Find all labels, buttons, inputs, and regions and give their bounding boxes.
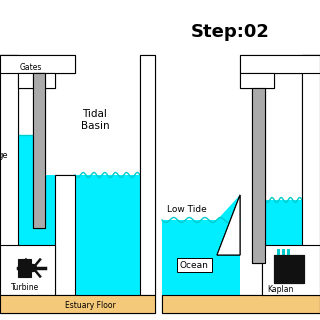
Bar [75, 175, 140, 295]
Bar [162, 295, 320, 313]
Bar [18, 245, 55, 295]
Polygon shape [217, 195, 240, 255]
Bar [33, 73, 45, 228]
Text: Ocean: Ocean [180, 260, 209, 269]
Bar [18, 73, 55, 88]
Bar [0, 55, 75, 73]
Polygon shape [162, 195, 240, 295]
Circle shape [29, 265, 36, 271]
Bar [262, 245, 320, 295]
Bar [140, 55, 155, 295]
Bar [262, 245, 302, 295]
Text: Turbine: Turbine [11, 284, 39, 292]
Bar [265, 200, 302, 295]
Circle shape [283, 263, 295, 275]
Bar [240, 73, 274, 88]
Bar [18, 135, 33, 295]
Text: Estuary Floor: Estuary Floor [65, 301, 116, 310]
Text: Gates: Gates [20, 62, 42, 71]
Bar [33, 73, 45, 228]
Bar [0, 245, 55, 295]
Bar [0, 295, 155, 313]
Bar [162, 295, 320, 313]
Text: Step:02: Step:02 [191, 23, 269, 41]
Text: ge: ge [0, 150, 9, 159]
Circle shape [283, 263, 295, 275]
Bar [0, 245, 55, 295]
Polygon shape [18, 135, 75, 295]
Bar [33, 205, 55, 235]
Bar [162, 220, 240, 295]
Bar [252, 88, 265, 263]
Bar [0, 55, 75, 73]
Text: Tidal
Basin: Tidal Basin [81, 109, 109, 131]
Bar [252, 88, 265, 263]
Text: Kaplan: Kaplan [267, 284, 293, 293]
Bar [140, 55, 155, 295]
Bar [55, 175, 75, 235]
Bar [274, 255, 304, 283]
Bar [0, 55, 18, 295]
Bar [302, 55, 320, 295]
Bar [0, 55, 18, 295]
Bar [262, 245, 320, 295]
Text: Low Tide: Low Tide [167, 205, 207, 214]
Bar [0, 295, 155, 313]
Bar [274, 255, 304, 283]
Bar [240, 55, 320, 73]
Bar [18, 73, 55, 88]
Bar [240, 73, 274, 88]
Polygon shape [217, 195, 240, 255]
Bar [55, 175, 75, 295]
Bar [240, 55, 320, 73]
Bar [302, 55, 320, 295]
Bar [18, 259, 31, 277]
